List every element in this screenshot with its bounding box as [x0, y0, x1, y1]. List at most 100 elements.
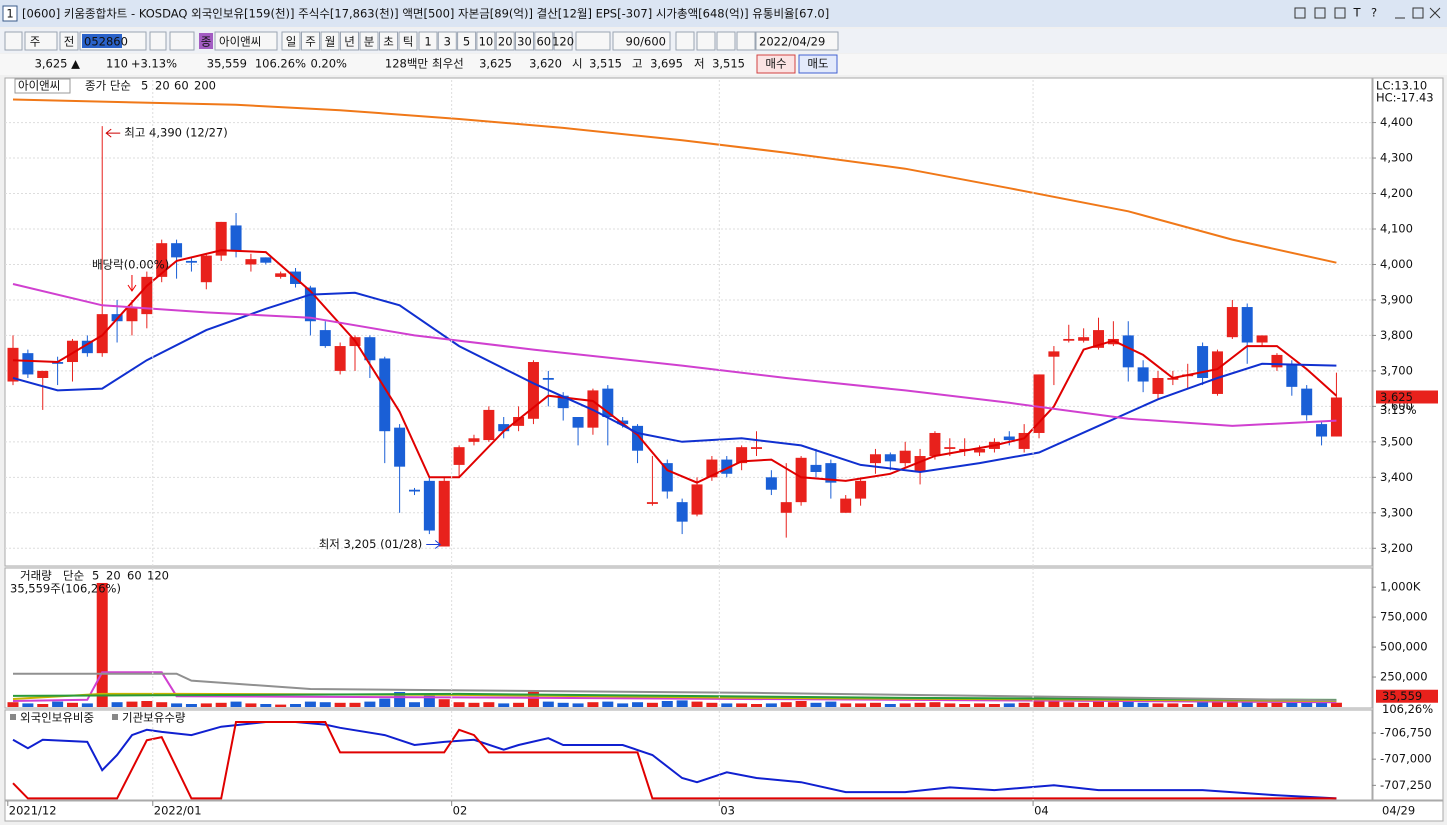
- tool-button[interactable]: [716, 31, 736, 51]
- annotation: 최고 4,390 (12/27): [124, 126, 228, 140]
- period-button[interactable]: [379, 31, 398, 51]
- volume-bar: [855, 703, 867, 707]
- volume-bar: [721, 703, 733, 707]
- interval-button[interactable]: [553, 31, 573, 51]
- lc-label: LC:13.10: [1376, 79, 1427, 93]
- candle-body: [751, 447, 762, 449]
- volume-bar: [81, 703, 93, 707]
- volume-bar: [572, 703, 584, 707]
- period-select[interactable]: [24, 31, 58, 51]
- count-box[interactable]: [612, 31, 671, 51]
- volume-bar: [200, 703, 212, 707]
- control-icon[interactable]: [1294, 7, 1306, 19]
- candle-body: [914, 456, 926, 472]
- volume-bar: [290, 704, 302, 707]
- volume-bar: [245, 703, 257, 707]
- candle-body: [1330, 397, 1342, 437]
- interval-label: 5: [463, 35, 470, 49]
- sound-button[interactable]: [169, 31, 195, 51]
- candle-body: [364, 337, 376, 361]
- annotation: 최저 3,205 (01/28): [319, 537, 423, 551]
- interval-button[interactable]: [515, 31, 534, 51]
- y-tick-label: 3,900: [1380, 292, 1413, 306]
- candle-body: [200, 255, 212, 283]
- period-button[interactable]: [398, 31, 418, 51]
- annotation-arrow: [105, 128, 121, 138]
- price-panel: [4, 77, 1373, 567]
- volume-bar: [96, 582, 108, 707]
- quote-high: 3,695: [650, 57, 683, 71]
- candle-body: [1063, 338, 1075, 341]
- window-number: 1: [6, 7, 13, 21]
- date: 2022/04/29: [759, 35, 825, 49]
- quote-high-label: 고: [632, 57, 643, 71]
- volume-bar: [394, 692, 406, 707]
- control-icon[interactable]: [1334, 7, 1346, 19]
- series-line: [12, 671, 1337, 704]
- menu-button[interactable]: [4, 31, 23, 51]
- volume-bar: [557, 702, 569, 707]
- market-select[interactable]: [59, 31, 79, 51]
- buy-button[interactable]: [756, 54, 796, 74]
- interval-button[interactable]: [418, 31, 438, 51]
- window-glyph[interactable]: ?: [1371, 6, 1377, 20]
- period-button[interactable]: [340, 31, 359, 51]
- sell-button[interactable]: [798, 54, 838, 74]
- date-box[interactable]: [755, 31, 839, 51]
- period-button[interactable]: [281, 31, 301, 51]
- interval-button[interactable]: [476, 31, 496, 51]
- interval-button[interactable]: [534, 31, 554, 51]
- annotation: 배당락(0.00%): [92, 258, 169, 272]
- candle-body: [1078, 337, 1090, 341]
- interval-label: 1: [424, 35, 431, 49]
- candle-body: [557, 395, 569, 409]
- quote-change-rate: +3.13%: [131, 57, 177, 71]
- series-line: [12, 283, 1337, 427]
- volume-bar: [706, 702, 718, 707]
- period-button[interactable]: [320, 31, 340, 51]
- interval-select[interactable]: [575, 31, 611, 51]
- volume-bar: [408, 702, 420, 707]
- candle-body: [1301, 388, 1313, 416]
- indicator-panel: [4, 709, 1373, 801]
- candle-body: [513, 417, 525, 426]
- volume-bar: [1241, 702, 1253, 707]
- control-icon[interactable]: [1314, 7, 1326, 19]
- name-badge: 종: [201, 35, 212, 49]
- volume-bar: [230, 701, 242, 707]
- interval-button[interactable]: [495, 31, 515, 51]
- legend-swatch: [112, 714, 118, 720]
- candle-body: [230, 225, 242, 251]
- candle-body: [379, 358, 391, 432]
- tool-button[interactable]: [736, 31, 756, 51]
- candle-body: [81, 340, 93, 354]
- legend-box: [14, 78, 71, 94]
- window-glyph[interactable]: T: [1352, 6, 1361, 20]
- interval-label: 30: [517, 35, 532, 49]
- volume-bar: [438, 699, 450, 707]
- legend-label: 거래량: [20, 569, 52, 583]
- series-line: [12, 721, 1337, 800]
- volume-bar: [215, 702, 227, 707]
- y-tick-label: 3,500: [1380, 434, 1413, 448]
- close[interactable]: [1429, 7, 1441, 19]
- candle-body: [1018, 432, 1030, 449]
- interval-label: 10: [479, 35, 494, 49]
- market: 전: [64, 35, 75, 49]
- last-date: 04/29: [1382, 804, 1415, 818]
- y-tick-label: -706,750: [1380, 725, 1432, 739]
- period-button[interactable]: [359, 31, 379, 51]
- name-box[interactable]: [214, 31, 278, 51]
- maximize[interactable]: [1412, 7, 1424, 19]
- x-tick-label: 04: [1034, 804, 1049, 818]
- period-button[interactable]: [301, 31, 320, 51]
- right-axis: [1372, 77, 1444, 801]
- y-tick-label: 4,400: [1380, 115, 1413, 129]
- tool-button[interactable]: [696, 31, 716, 51]
- tool-button[interactable]: [675, 31, 695, 51]
- interval-button[interactable]: [437, 31, 457, 51]
- candle-body: [423, 480, 435, 531]
- search-button[interactable]: [149, 31, 167, 51]
- volume-bar: [646, 702, 658, 707]
- interval-button[interactable]: [457, 31, 477, 51]
